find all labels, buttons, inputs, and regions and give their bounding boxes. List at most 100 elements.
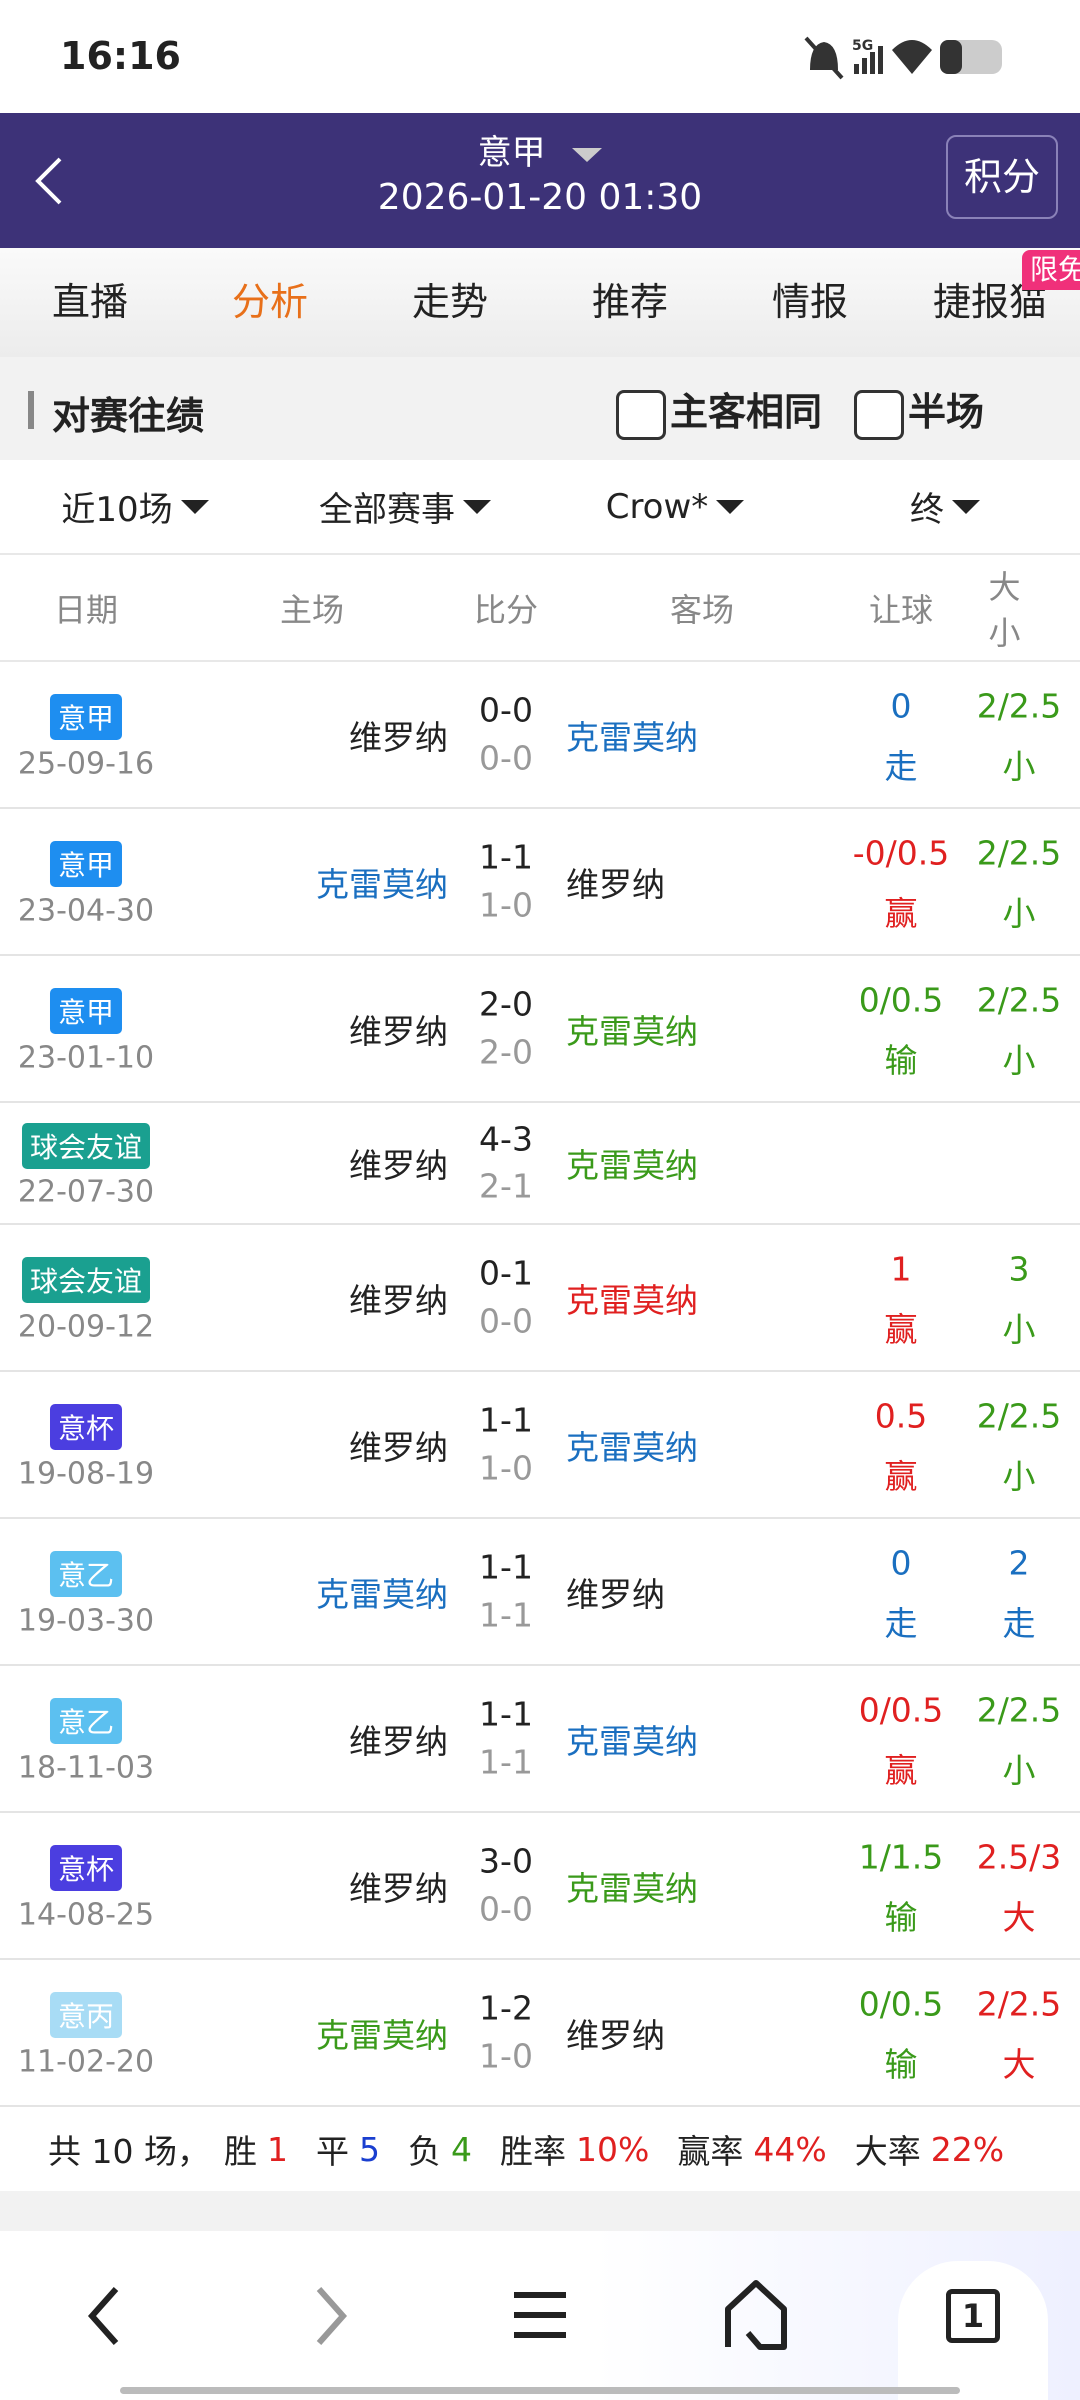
- nav-back[interactable]: [80, 2281, 130, 2351]
- match-list: 意甲 25-09-16 维罗纳 0-0 0-0 克雷莫纳 0 走 2/2.5 小意甲 23-04-3…: [0, 662, 1080, 2107]
- match-row[interactable]: 意杯 19-08-19 维罗纳 1-1 1-0 克雷莫纳 0.5 赢 2/2.5 小: [0, 1372, 1080, 1519]
- over-under: 2/2.5: [976, 1690, 1062, 1729]
- section-title: 对赛往绩: [52, 394, 205, 438]
- status-bar: 16:16 5G: [0, 0, 1080, 113]
- filter-label: Crow*: [605, 486, 709, 527]
- match-date: 23-01-10: [17, 1040, 155, 1075]
- away-team: 克雷莫纳: [566, 1146, 698, 1185]
- home-team: 维罗纳: [349, 717, 448, 757]
- tab[interactable]: 推荐: [591, 280, 668, 324]
- full-score: 1-1: [479, 1400, 533, 1440]
- handicap: 0/0.5: [858, 1690, 944, 1729]
- away-team: 克雷莫纳: [566, 1011, 698, 1051]
- away-team: 维罗纳: [566, 2015, 665, 2055]
- full-score: 1-1: [479, 1547, 533, 1587]
- full-score: 1-1: [479, 837, 533, 877]
- filter-bar: 近10场 全部赛事 Crow* 终: [0, 460, 1080, 555]
- half-score: 2-1: [479, 1166, 533, 1206]
- league-badge: 意乙: [49, 1698, 123, 1745]
- match-row[interactable]: 意乙 18-11-03 维罗纳 1-1 1-1 克雷莫纳 0/0.5 赢 2/2.5 小: [0, 1666, 1080, 1813]
- over-under: 2: [1008, 1543, 1030, 1582]
- half-score: 0-0: [479, 1889, 533, 1929]
- league-select[interactable]: 意甲: [0, 125, 1080, 174]
- tab[interactable]: 走势: [411, 280, 488, 324]
- handicap: 1/1.5: [858, 1837, 944, 1876]
- column-header: 比分: [473, 590, 539, 629]
- over-under-result: 小: [1002, 1456, 1036, 1496]
- away-team: 克雷莫纳: [566, 717, 698, 757]
- home-team: 维罗纳: [349, 1011, 448, 1051]
- over-under: 2/2.5: [976, 980, 1062, 1019]
- nav-tabs[interactable]: 1: [946, 2289, 1000, 2343]
- handicap: 1: [890, 1249, 912, 1288]
- filter[interactable]: 近10场: [0, 460, 270, 553]
- summary-label: 平: [315, 2132, 349, 2171]
- column-header: 主场: [279, 590, 345, 629]
- over-under: 2/2.5: [976, 686, 1062, 725]
- full-score: 4-3: [479, 1119, 533, 1159]
- home-team: 维罗纳: [349, 1280, 448, 1320]
- filter[interactable]: 全部赛事: [270, 460, 540, 553]
- match-row[interactable]: 球会友谊 22-07-30 维罗纳 4-3 2-1 克雷莫纳: [0, 1103, 1080, 1225]
- match-row[interactable]: 球会友谊 20-09-12 维罗纳 0-1 0-0 克雷莫纳 1 赢 3 小: [0, 1225, 1080, 1372]
- handicap-result: 走: [884, 1603, 918, 1643]
- away-team: 维罗纳: [566, 864, 665, 904]
- handicap-result: 输: [884, 2044, 918, 2084]
- over-under: 3: [1008, 1249, 1030, 1288]
- checkbox-label: 半场: [908, 390, 985, 434]
- checkbox-half[interactable]: 半场: [854, 381, 984, 440]
- home-team: 维罗纳: [349, 1146, 448, 1185]
- over-under-result: 小: [1002, 1040, 1036, 1080]
- match-row[interactable]: 意丙 11-02-20 克雷莫纳 1-2 1-0 维罗纳 0/0.5 输 2/2.5 大: [0, 1960, 1080, 2107]
- away-team: 克雷莫纳: [566, 1721, 698, 1761]
- over-under-result: 小: [1002, 746, 1036, 786]
- summary-label: 负: [407, 2132, 441, 2171]
- match-date: 14-08-25: [17, 1897, 155, 1932]
- over-under-result: 小: [1002, 893, 1036, 933]
- filter-label: 终: [910, 490, 944, 530]
- nav-menu[interactable]: [510, 2285, 570, 2345]
- half-score: 1-1: [479, 1595, 533, 1635]
- league-badge: 意杯: [49, 1845, 123, 1892]
- summary-label: 大率: [854, 2132, 921, 2171]
- summary-total: 共 10 场，: [48, 2132, 210, 2171]
- filter[interactable]: 终: [810, 460, 1080, 553]
- home-team: 克雷莫纳: [316, 2015, 448, 2055]
- match-row[interactable]: 意杯 14-08-25 维罗纳 3-0 0-0 克雷莫纳 1/1.5 输 2.5/3 大: [0, 1813, 1080, 1960]
- nav-forward[interactable]: [305, 2281, 355, 2351]
- column-header: 大小: [988, 567, 1021, 652]
- home-team: 克雷莫纳: [316, 864, 448, 904]
- match-date: 11-02-20: [17, 2044, 155, 2079]
- filter[interactable]: Crow*: [540, 460, 810, 553]
- match-row[interactable]: 意乙 19-03-30 克雷莫纳 1-1 1-1 维罗纳 0 走 2 走: [0, 1519, 1080, 1666]
- match-row[interactable]: 意甲 23-01-10 维罗纳 2-0 2-0 克雷莫纳 0/0.5 输 2/2.5 小: [0, 956, 1080, 1103]
- half-score: 1-1: [479, 1742, 533, 1782]
- half-score: 0-0: [479, 738, 533, 778]
- full-score: 2-0: [479, 984, 533, 1024]
- over-under-result: 小: [1002, 1309, 1036, 1349]
- tab[interactable]: 情报: [771, 280, 848, 324]
- column-header: 让球: [868, 590, 934, 629]
- match-row[interactable]: 意甲 23-04-30 克雷莫纳 1-1 1-0 维罗纳 -0/0.5 赢 2/2.5 小: [0, 809, 1080, 956]
- league-badge: 球会友谊: [21, 1257, 151, 1304]
- home-indicator: [120, 2387, 960, 2394]
- back-button[interactable]: [30, 153, 70, 209]
- standings-button[interactable]: 积分: [946, 135, 1058, 219]
- tab[interactable]: 捷报猫 限免: [900, 248, 1080, 357]
- match-date: 19-08-19: [17, 1456, 155, 1491]
- full-score: 1-2: [479, 1988, 533, 2028]
- nav-home[interactable]: [720, 2277, 792, 2353]
- status-icons: 5G: [804, 36, 1002, 80]
- home-team: 克雷莫纳: [316, 1574, 448, 1614]
- tab[interactable]: 直播: [51, 280, 128, 324]
- match-date: 20-09-12: [17, 1309, 155, 1344]
- tab[interactable]: 分析: [231, 280, 308, 324]
- handicap-result: 赢: [884, 1456, 918, 1496]
- checkbox-same-venue[interactable]: 主客相同: [616, 381, 822, 440]
- match-row[interactable]: 意甲 25-09-16 维罗纳 0-0 0-0 克雷莫纳 0 走 2/2.5 小: [0, 662, 1080, 809]
- dropdown-arrow: [716, 499, 745, 514]
- handicap-result: 赢: [884, 1750, 918, 1790]
- league-badge: 球会友谊: [21, 1123, 151, 1170]
- free-badge: 限免: [1021, 250, 1080, 290]
